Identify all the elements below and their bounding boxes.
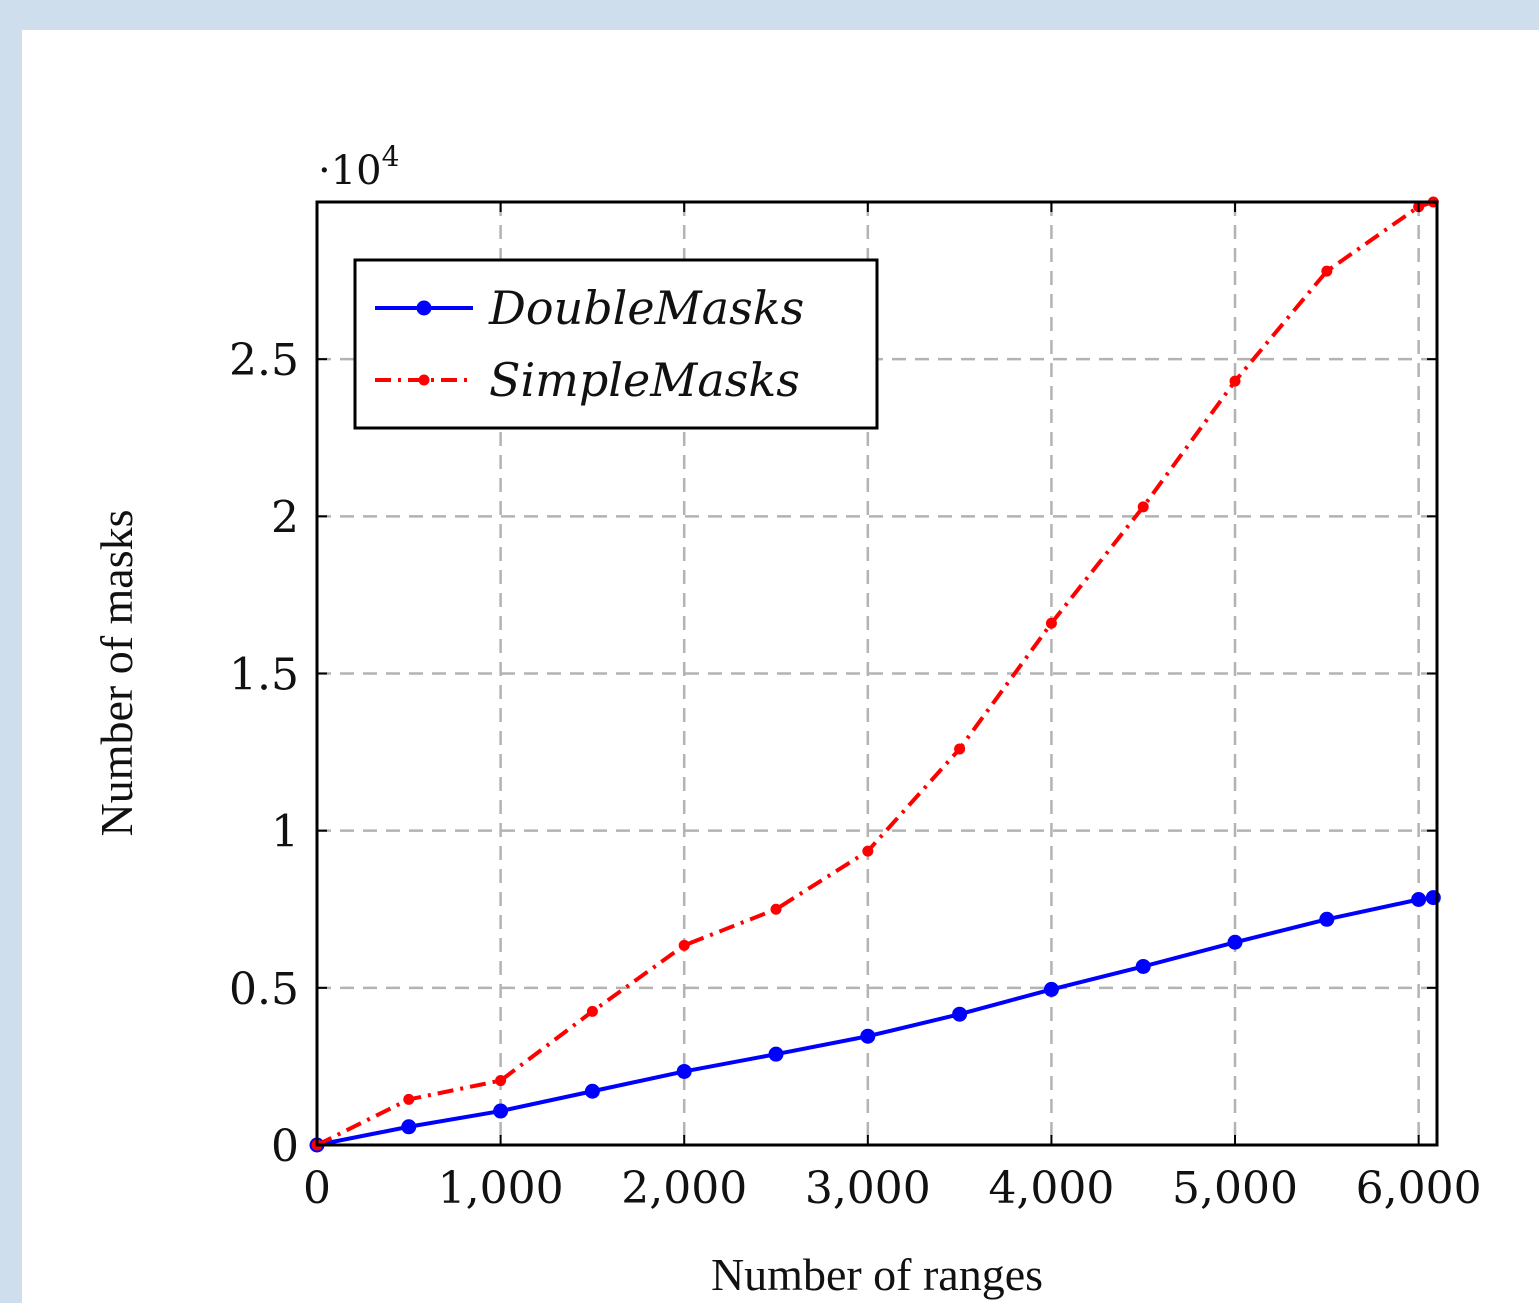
data-point-simplemasks (1229, 375, 1241, 387)
x-tick-label: 5,000 (1172, 1163, 1298, 1214)
y-tick-label: 0 (271, 1121, 299, 1172)
data-point-simplemasks (678, 939, 690, 951)
x-tick-label: 3,000 (805, 1163, 931, 1214)
legend-box (353, 258, 879, 430)
data-point-simplemasks (1137, 501, 1149, 513)
x-tick-label: 2,000 (621, 1163, 747, 1214)
x-tick-label: 4,000 (988, 1163, 1114, 1214)
data-point-simplemasks (954, 743, 966, 755)
axis-ticks: 0 1,000 2,000 3,000 4,000 5,000 6,000 0 0.5 1 1.5 2… (229, 202, 1482, 1214)
legend: DoubleMasks SimpleMasks (353, 258, 879, 430)
data-point-doublemasks (1319, 911, 1335, 927)
y-tick-label: 2 (271, 492, 299, 543)
legend-marker-doublemasks (416, 300, 432, 316)
y-tick-label: 1 (271, 807, 299, 858)
data-point-doublemasks (1227, 934, 1243, 950)
data-point-simplemasks (1045, 617, 1057, 629)
data-point-doublemasks (860, 1028, 876, 1044)
legend-label-doublemasks: DoubleMasks (488, 281, 804, 335)
y-tick-label: 1.5 (229, 650, 299, 701)
x-tick-label: 0 (303, 1163, 331, 1214)
data-point-doublemasks (401, 1119, 417, 1135)
data-point-simplemasks (1321, 265, 1333, 277)
data-point-simplemasks (403, 1093, 415, 1105)
data-point-doublemasks (676, 1063, 692, 1079)
legend-label-simplemasks: SimpleMasks (489, 353, 800, 407)
x-tick-label: 6,000 (1356, 1163, 1482, 1214)
series-line-doublemasks (316, 895, 1434, 1147)
y-axis-multiplier-base: ·10 (318, 148, 382, 194)
data-point-doublemasks (1043, 981, 1059, 997)
data-point-simplemasks (495, 1075, 507, 1087)
data-point-doublemasks (584, 1083, 600, 1099)
data-point-doublemasks (1135, 958, 1151, 974)
y-axis-multiplier-exponent: 4 (382, 140, 400, 173)
data-point-simplemasks (862, 845, 874, 857)
x-tick-label: 1,000 (438, 1163, 564, 1214)
y-axis-multiplier: ·104 (318, 140, 399, 194)
data-point-doublemasks (1411, 892, 1427, 908)
data-point-doublemasks (1425, 890, 1441, 906)
data-point-doublemasks (952, 1006, 968, 1022)
x-axis-label: Number of ranges (711, 1249, 1043, 1300)
legend-marker-simplemasks (418, 374, 430, 386)
chart-panel (22, 30, 1539, 1303)
y-axis-label: Number of masks (91, 509, 142, 836)
y-tick-label: 2.5 (229, 335, 299, 386)
data-point-doublemasks (768, 1046, 784, 1062)
data-point-doublemasks (493, 1103, 509, 1119)
series-line-simplemasks (316, 200, 1434, 1147)
data-point-simplemasks (770, 903, 782, 915)
data-point-simplemasks (586, 1005, 598, 1017)
series-doublemasks (309, 890, 1441, 1153)
y-tick-label: 0.5 (229, 964, 299, 1015)
